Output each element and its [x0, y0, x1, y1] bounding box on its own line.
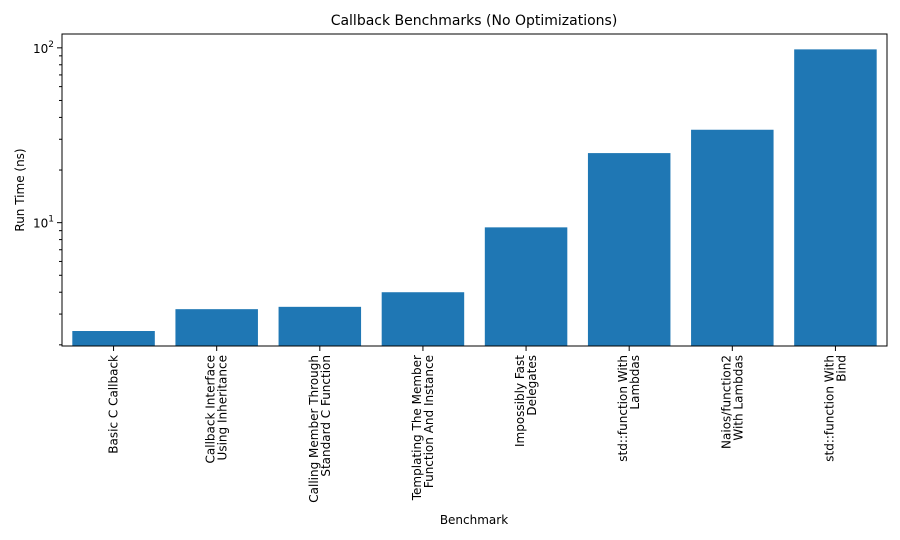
x-tick-label-line: Calling Member Through	[307, 355, 321, 503]
x-tick-label-line: Basic C Callback	[107, 355, 121, 454]
bar-7	[794, 49, 877, 347]
bar-4	[484, 227, 568, 346]
bar-6	[691, 129, 774, 346]
y-tick-label-1: 102	[33, 40, 54, 56]
x-tick-label-line: Lambdas	[628, 355, 642, 410]
x-tick-label-0: Basic C Callback	[107, 355, 121, 454]
x-tick-label-line: Function And Instance	[422, 355, 436, 488]
x-tick-label-line: Templating The Member	[410, 355, 424, 501]
plot-frame	[61, 33, 888, 347]
bar-3	[381, 292, 465, 346]
chart-title: Callback Benchmarks (No Optimizations)	[331, 13, 618, 29]
x-tick-label-line: Callback Interface	[204, 355, 218, 463]
x-tick-label-line: Delegates	[525, 355, 539, 416]
x-tick-label-line: Using Inheritance	[216, 355, 230, 460]
x-tick-label-line: With Lambdas	[731, 355, 745, 441]
x-tick-label-line: Bind	[834, 355, 848, 382]
x-tick-label-line: std::function With	[822, 355, 836, 462]
x-tick-label-line: std::function With	[616, 355, 630, 462]
y-tick-label-0: 101	[33, 215, 54, 231]
x-tick-label-line: Standard C Function	[319, 355, 333, 477]
bars	[72, 49, 877, 347]
bar-2	[278, 306, 362, 346]
y-axis-label: Run Time (ns)	[13, 148, 27, 231]
x-tick-label-line: Naios/function2	[719, 355, 733, 449]
x-tick-label-line: Impossibly Fast	[513, 355, 527, 447]
x-axis: Basic C Callback Callback InterfaceUsing …	[107, 346, 848, 503]
bar-0	[72, 331, 155, 346]
bar-1	[175, 309, 258, 346]
y-axis: 101 102	[33, 40, 62, 346]
bar-5	[587, 153, 671, 346]
x-axis-label: Benchmark	[440, 513, 508, 527]
